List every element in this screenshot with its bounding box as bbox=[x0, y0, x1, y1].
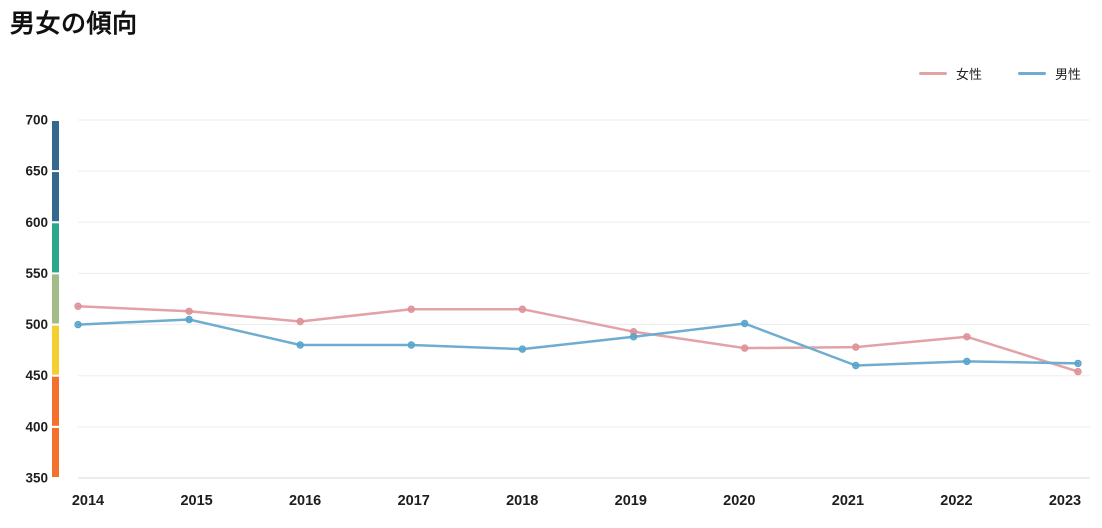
data-point bbox=[852, 361, 860, 370]
data-point bbox=[296, 317, 304, 326]
gridlines bbox=[78, 119, 1090, 479]
page-title: 男女の傾向 bbox=[10, 10, 138, 38]
data-point bbox=[963, 333, 971, 341]
y-axis-colorbar bbox=[52, 121, 59, 477]
data-point bbox=[185, 307, 193, 315]
data-point bbox=[852, 343, 860, 351]
svg-text:500: 500 bbox=[25, 317, 48, 332]
svg-text:2023: 2023 bbox=[1049, 493, 1081, 509]
data-point bbox=[74, 302, 82, 310]
svg-text:650: 650 bbox=[25, 164, 48, 179]
data-point bbox=[407, 341, 415, 349]
svg-text:2019: 2019 bbox=[615, 493, 647, 509]
y-axis-labels: 350 400 450 500 550 600 650 700 bbox=[25, 113, 48, 486]
legend-label-female: 女性 bbox=[955, 67, 982, 82]
svg-text:2017: 2017 bbox=[398, 493, 430, 509]
svg-text:2021: 2021 bbox=[832, 493, 864, 509]
svg-text:700: 700 bbox=[25, 113, 48, 128]
data-point bbox=[741, 344, 749, 352]
data-point bbox=[296, 341, 304, 349]
data-point bbox=[407, 305, 415, 313]
svg-text:2022: 2022 bbox=[940, 493, 972, 509]
svg-text:400: 400 bbox=[25, 419, 48, 434]
legend: 女性 男性 bbox=[918, 64, 1081, 83]
female-line-swatch bbox=[918, 72, 947, 75]
data-point bbox=[741, 319, 749, 328]
x-axis-labels: 2014 2015 2016 2017 2018 2019 2020 2021 2022 2023 bbox=[72, 493, 1081, 509]
data-point bbox=[518, 305, 527, 313]
svg-text:600: 600 bbox=[25, 215, 48, 230]
legend-label-male: 男性 bbox=[1054, 67, 1081, 82]
series-male-line bbox=[74, 315, 1082, 370]
data-point bbox=[185, 315, 193, 324]
svg-text:350: 350 bbox=[25, 471, 48, 486]
svg-text:2016: 2016 bbox=[289, 493, 321, 509]
data-point bbox=[1074, 359, 1082, 368]
svg-text:2020: 2020 bbox=[723, 493, 755, 509]
data-point bbox=[629, 333, 638, 341]
svg-text:2018: 2018 bbox=[506, 493, 538, 509]
legend-item-male[interactable]: 男性 bbox=[1017, 64, 1081, 83]
data-point bbox=[74, 320, 82, 329]
legend-item-female[interactable]: 女性 bbox=[918, 64, 982, 83]
data-point bbox=[1074, 367, 1082, 376]
svg-text:450: 450 bbox=[25, 368, 48, 383]
svg-text:2014: 2014 bbox=[72, 493, 104, 509]
male-line-swatch bbox=[1017, 72, 1046, 75]
series-female-line bbox=[74, 302, 1082, 376]
data-point bbox=[963, 357, 971, 366]
svg-text:550: 550 bbox=[25, 266, 48, 281]
svg-text:2015: 2015 bbox=[180, 493, 212, 509]
data-point bbox=[518, 345, 527, 353]
